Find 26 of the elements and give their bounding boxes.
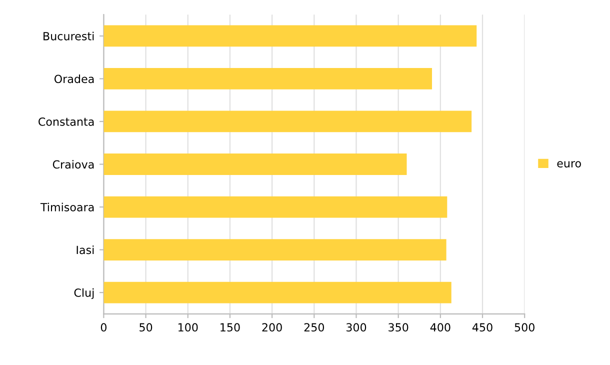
x-tick-label: 400 [430,323,450,332]
y-tick-label: Craiova [52,160,94,169]
x-tick-label: 50 [140,323,152,332]
x-tick-label: 350 [388,323,408,332]
x-tick-label: 450 [472,323,492,332]
y-tick-label: Constanta [38,117,94,126]
x-tick-label: 300 [346,323,366,332]
bar [104,196,448,218]
x-tick-label: 100 [178,323,198,332]
y-tick-label: Timisoara [40,202,94,212]
x-tick-label: 200 [262,323,282,332]
legend-label: euro [557,161,581,168]
bar [104,154,407,175]
y-tick-label: Bucuresti [44,32,94,40]
bar [104,25,477,47]
x-tick-label: 250 [304,323,324,332]
bar [104,239,446,260]
x-tick-label: 150 [220,323,240,332]
y-tick-label: Oradea [54,74,94,84]
x-tick-label: 500 [514,323,534,332]
y-tick-label: Iasi [76,246,94,254]
bar [104,68,432,90]
bar [104,110,472,132]
bar [104,282,452,304]
x-tick-label: 0 [100,323,106,332]
y-tick-label: Cluj [74,288,94,300]
